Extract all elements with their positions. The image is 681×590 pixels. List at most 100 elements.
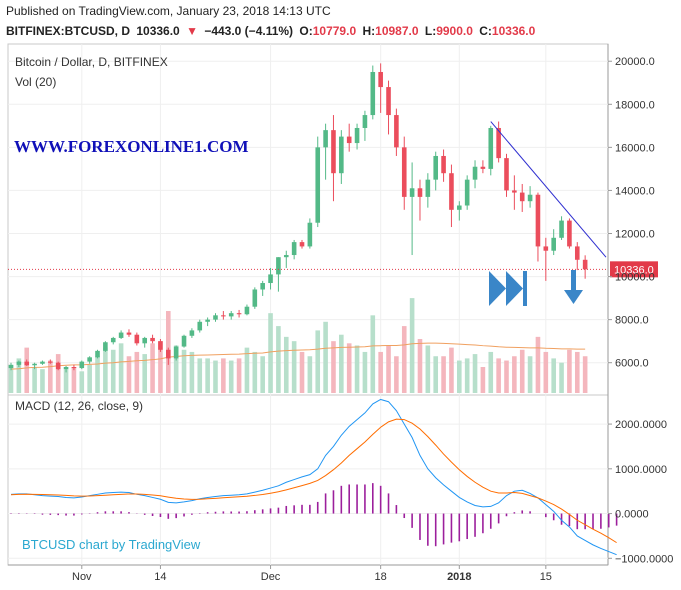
candle-body — [283, 255, 289, 258]
volume-bar — [32, 367, 37, 393]
macd-pane-title: MACD (12, 26, close, 9) — [15, 399, 143, 413]
volume-bar — [386, 345, 391, 393]
candle-body — [582, 259, 588, 270]
volume-bar — [582, 356, 588, 393]
candle-body — [197, 321, 203, 331]
volume-bar — [527, 356, 533, 393]
candle-body — [32, 363, 37, 366]
high-label: H: — [362, 24, 376, 38]
volume-bar — [425, 345, 431, 393]
candle-body — [394, 115, 399, 148]
down-arrow-icon — [564, 290, 583, 304]
candle-body — [504, 158, 509, 191]
candle-body — [95, 350, 100, 358]
volume-bar — [291, 341, 297, 393]
candle-body — [79, 361, 85, 369]
candle-body — [142, 337, 148, 344]
macd-tick-label: 2000.0000 — [615, 419, 667, 431]
volume-bar — [244, 347, 250, 393]
volume-bar — [71, 367, 77, 393]
volume-label: Vol (20) — [15, 75, 56, 89]
candle-body — [433, 155, 439, 180]
candle-body — [268, 274, 273, 284]
macd-line — [10, 398, 617, 556]
candle-body — [464, 179, 470, 206]
volume-bar — [150, 343, 155, 393]
candle-body — [244, 306, 250, 315]
volume-bar — [394, 356, 399, 393]
volume-bar — [323, 321, 328, 393]
candle-body — [228, 313, 234, 317]
volume-bar — [79, 371, 85, 393]
tradingview-brand[interactable]: BTCUSD chart by TradingView — [22, 537, 201, 552]
fast-forward-icon-left — [489, 271, 506, 306]
volume-bars — [8, 298, 588, 393]
candle-body — [276, 257, 281, 275]
volume-bar — [24, 347, 30, 393]
price-tick-label: 20000.0 — [615, 56, 655, 68]
time-tick-label: Nov — [72, 571, 92, 583]
time-tick-label: 2018 — [447, 571, 471, 583]
volume-bar — [8, 364, 14, 393]
candle-body — [71, 367, 77, 369]
candle-body — [535, 194, 541, 247]
volume-bar — [449, 347, 454, 393]
macd-tick-label: 0.0000 — [615, 509, 649, 521]
downtrend-line — [490, 121, 607, 258]
candle-body — [181, 335, 187, 347]
volume-ma-line — [10, 342, 586, 370]
candle-body — [63, 367, 69, 370]
candle-body — [346, 136, 352, 144]
candle-body — [519, 192, 525, 202]
candle-body — [134, 334, 140, 344]
volume-bar — [543, 351, 549, 393]
volume-bar — [378, 351, 383, 393]
macd-tick-label: 1000.0000 — [615, 464, 667, 476]
volume-bar — [221, 358, 226, 393]
candle-body — [574, 246, 580, 260]
time-tick-label: 14 — [154, 571, 166, 583]
volume-bar — [362, 351, 368, 393]
annotations — [489, 270, 583, 306]
volume-bar — [370, 315, 376, 393]
volume-bar — [40, 369, 45, 393]
candle-body — [512, 190, 517, 193]
candle-body — [378, 71, 383, 88]
candle-body — [315, 147, 321, 223]
volume-bar — [16, 358, 22, 393]
volume-bar — [55, 354, 61, 393]
volume-bar — [315, 330, 321, 393]
volume-bar — [142, 354, 148, 393]
candle-body — [370, 71, 376, 116]
volume-bar — [95, 356, 100, 393]
volume-bar — [401, 326, 407, 393]
volume-ma — [10, 342, 586, 370]
volume-bar — [535, 336, 541, 393]
candle-body — [323, 130, 328, 148]
candle-body — [110, 337, 116, 343]
candle-body — [189, 330, 195, 336]
candle-body — [299, 242, 305, 247]
fast-forward-bar — [523, 271, 527, 306]
candle-body — [55, 362, 61, 370]
high-value: 10987.0 — [375, 24, 419, 38]
volume-bar — [118, 343, 124, 393]
last-price-line: 10336.0 — [8, 261, 658, 278]
volume-bar — [260, 356, 265, 393]
last-price-tag-text: 10336.0 — [614, 264, 654, 276]
chart-header: Published on TradingView.com, January 23… — [0, 0, 681, 44]
volume-bar — [354, 345, 360, 393]
signal-line — [10, 418, 617, 544]
symbol-label: BITFINEX:BTCUSD, D — [6, 24, 130, 38]
price-tick-label: 10000.0 — [615, 272, 655, 284]
volume-bar — [519, 349, 525, 393]
volume-bar — [268, 313, 273, 393]
change-value: −443.0 (−4.11%) — [204, 24, 294, 38]
trendline[interactable] — [490, 121, 607, 258]
volume-bar — [252, 351, 258, 393]
candles — [8, 63, 588, 373]
macd-tick-label: −1000.0000 — [615, 553, 673, 565]
close-value: 10336.0 — [491, 24, 536, 38]
candle-body — [496, 127, 501, 159]
